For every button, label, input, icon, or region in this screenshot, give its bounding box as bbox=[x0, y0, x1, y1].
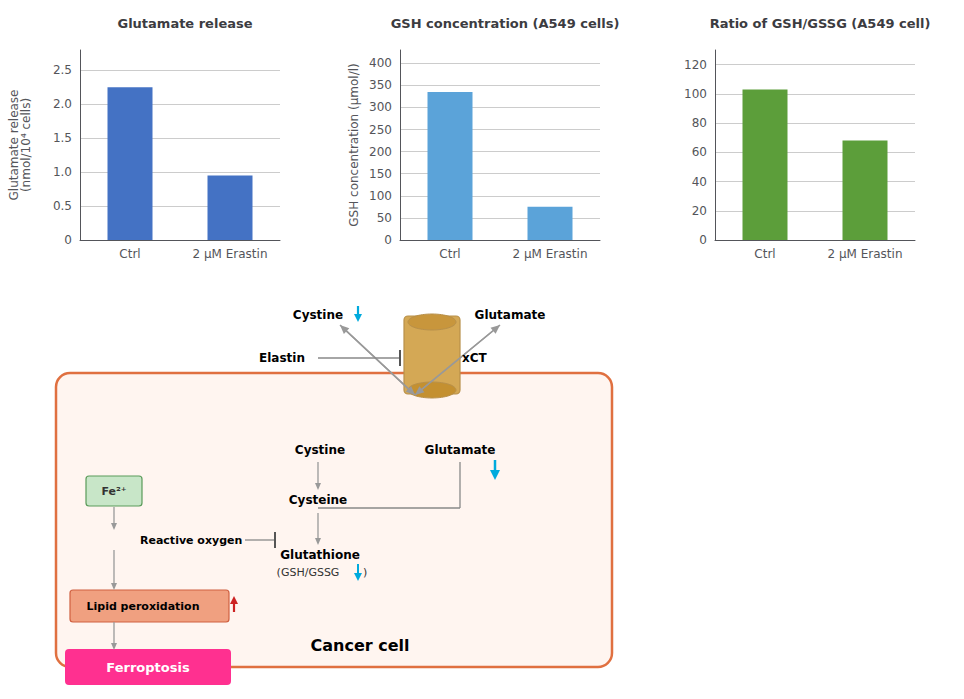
svg-text:0.5: 0.5 bbox=[53, 199, 72, 213]
svg-text:100: 100 bbox=[684, 87, 707, 101]
svg-text:Cystine: Cystine bbox=[295, 443, 345, 457]
svg-text:GSH concentration (A549 cells): GSH concentration (A549 cells) bbox=[391, 16, 620, 31]
svg-text:Ctrl: Ctrl bbox=[119, 247, 140, 261]
svg-text:): ) bbox=[363, 566, 367, 579]
svg-text:Reactive oxygen: Reactive oxygen bbox=[140, 534, 242, 547]
svg-text:2.0: 2.0 bbox=[53, 97, 72, 111]
svg-text:Cancer cell: Cancer cell bbox=[310, 636, 409, 655]
svg-text:350: 350 bbox=[369, 78, 392, 92]
svg-text:120: 120 bbox=[684, 58, 707, 72]
svg-text:200: 200 bbox=[369, 145, 392, 159]
svg-text:GSH concentration (μmol/l): GSH concentration (μmol/l) bbox=[347, 63, 361, 226]
svg-text:50: 50 bbox=[377, 211, 392, 225]
svg-text:(GSH/GSSG: (GSH/GSSG bbox=[277, 566, 340, 579]
svg-text:Ctrl: Ctrl bbox=[439, 247, 460, 261]
svg-text:80: 80 bbox=[692, 116, 707, 130]
svg-text:Ctrl: Ctrl bbox=[754, 247, 775, 261]
svg-text:150: 150 bbox=[369, 167, 392, 181]
svg-text:(nmol/10⁴ cells): (nmol/10⁴ cells) bbox=[19, 98, 33, 192]
svg-text:Glutamate release: Glutamate release bbox=[7, 89, 21, 201]
svg-text:40: 40 bbox=[692, 175, 707, 189]
svg-text:300: 300 bbox=[369, 100, 392, 114]
svg-text:100: 100 bbox=[369, 189, 392, 203]
svg-text:Glutathione: Glutathione bbox=[280, 548, 360, 562]
svg-text:0: 0 bbox=[384, 233, 392, 247]
svg-text:2 μM Erastin: 2 μM Erastin bbox=[512, 247, 587, 261]
svg-text:Glutamate: Glutamate bbox=[475, 308, 546, 322]
svg-text:1.0: 1.0 bbox=[53, 165, 72, 179]
svg-text:Glutamate release: Glutamate release bbox=[117, 16, 252, 31]
svg-text:Lipid peroxidation: Lipid peroxidation bbox=[86, 600, 199, 613]
svg-text:2 μM Erastin: 2 μM Erastin bbox=[827, 247, 902, 261]
svg-text:Cysteine: Cysteine bbox=[289, 493, 347, 507]
svg-text:Cystine: Cystine bbox=[293, 308, 343, 322]
svg-text:Ratio of GSH/GSSG (A549 cell): Ratio of GSH/GSSG (A549 cell) bbox=[710, 16, 931, 31]
svg-text:Glutamate: Glutamate bbox=[425, 443, 496, 457]
svg-text:xCT: xCT bbox=[462, 351, 488, 365]
svg-text:0: 0 bbox=[64, 233, 72, 247]
svg-text:250: 250 bbox=[369, 123, 392, 137]
svg-text:400: 400 bbox=[369, 56, 392, 70]
svg-text:Ferroptosis: Ferroptosis bbox=[106, 660, 190, 675]
svg-text:20: 20 bbox=[692, 204, 707, 218]
svg-text:0: 0 bbox=[699, 233, 707, 247]
svg-text:1.5: 1.5 bbox=[53, 131, 72, 145]
svg-text:2 μM Erastin: 2 μM Erastin bbox=[192, 247, 267, 261]
svg-text:2.5: 2.5 bbox=[53, 63, 72, 77]
svg-text:Fe²⁺: Fe²⁺ bbox=[101, 485, 126, 498]
svg-text:60: 60 bbox=[692, 145, 707, 159]
svg-text:Elastin: Elastin bbox=[259, 351, 305, 365]
